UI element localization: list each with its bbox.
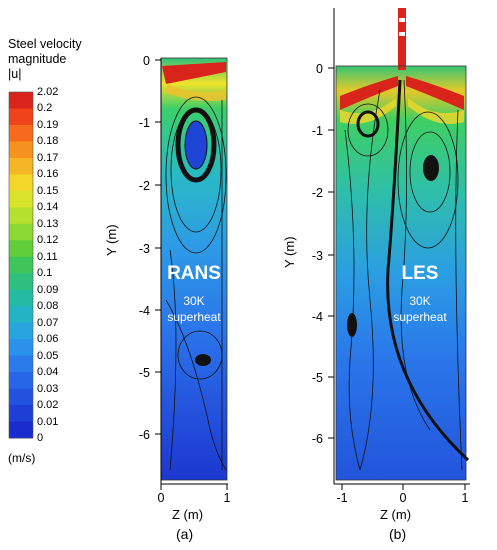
legend-tick-label: 0.1 (37, 267, 53, 280)
panel-b-y-tick-label: -2 (311, 186, 323, 200)
legend-title-line: |u| (8, 67, 22, 81)
panel-b-y-tick-label: -1 (311, 124, 323, 138)
legend-tick-label: 0.13 (37, 217, 59, 230)
legend-tick-label: 0.07 (37, 316, 59, 329)
legend-frame (8, 91, 34, 439)
panel-b-x-tick-label: 0 (399, 491, 407, 505)
panel-a-plot (160, 57, 228, 481)
panel-a-condition-line: 30K (183, 294, 205, 308)
legend-title-line: magnitude (8, 52, 67, 66)
legend-tick-label: 0.16 (37, 168, 59, 181)
panel-a-x-tick-label: 0 (157, 491, 165, 505)
panel-b-model-label: LES (401, 263, 439, 284)
panel-b-y-axis-label: Y (m) (282, 236, 297, 268)
panel-b-condition-line: 30K (409, 294, 431, 308)
panel-a-y-tick-label: -3 (138, 242, 150, 256)
panel-a-y-tick-label: -6 (138, 428, 150, 442)
panel-b-x-tick-label: 1 (461, 491, 469, 505)
legend-tick-label: 0.15 (37, 184, 59, 197)
legend-swatch (9, 289, 33, 307)
panel-b-y-tick-label: -4 (311, 310, 323, 324)
legend-swatch (9, 388, 33, 406)
legend-swatch (9, 322, 33, 340)
panel-a-condition: 30K superheat (155, 293, 233, 325)
panel-a-y-tick-label: -4 (138, 304, 150, 318)
panel-b-plot (335, 8, 470, 481)
legend-swatch (9, 240, 33, 258)
panel-a-upper-vortex (175, 107, 217, 183)
legend-color-bar (8, 91, 34, 439)
legend-tick-label: 0.08 (37, 300, 59, 313)
panel-a-top-jet (162, 62, 226, 84)
panel-a-y-axis-label: Y (m) (104, 224, 119, 256)
legend-title-line: Steel velocity (8, 37, 82, 51)
panel-b-nozzle (398, 8, 406, 70)
legend-tick-label: 0.01 (37, 415, 59, 428)
panel-b-y-tick-label: -3 (311, 249, 323, 263)
panel-b-caption: (b) (389, 526, 407, 542)
legend-swatch (9, 372, 33, 390)
legend-swatch (9, 141, 33, 159)
panel-a-x-axis-label: Z (m) (172, 507, 204, 522)
legend-swatch (9, 223, 33, 241)
legend-tick-label: 0.05 (37, 349, 59, 362)
legend-swatch (9, 421, 33, 439)
legend-tick-label: 0 (37, 432, 44, 444)
legend-swatch (9, 306, 33, 324)
legend-swatch (9, 256, 33, 274)
legend-swatch (9, 190, 33, 208)
panel-a-y-tick-label: -2 (138, 179, 150, 193)
legend-swatch (9, 92, 33, 109)
legend-swatch (9, 405, 33, 423)
panel-b-left-vortex (356, 110, 380, 138)
panel-b-field (336, 66, 466, 480)
legend-swatch (9, 157, 33, 175)
legend-tick-label: 0.02 (37, 399, 59, 412)
legend-swatch (9, 174, 33, 192)
panel-a-condition-line: superheat (167, 310, 221, 324)
panel-a-lower-vortex (195, 354, 211, 366)
panel-b-y-tick-label: 0 (316, 62, 323, 76)
legend-tick-label: 0.03 (37, 382, 59, 395)
panel-a-model-label: RANS (167, 263, 221, 284)
legend-tick-label: 0.09 (37, 283, 59, 296)
panel-a-x-tick-label: 1 (223, 491, 231, 505)
panel-a-axes (155, 58, 228, 490)
legend-tick-label: 0.2 (37, 102, 53, 115)
panel-b-y-tick-label: -5 (311, 371, 323, 385)
legend-swatch (9, 207, 33, 225)
legend-tick-label: 0.17 (37, 151, 59, 164)
legend-tick-label: 0.11 (37, 250, 58, 263)
panel-b-axes (328, 8, 470, 490)
legend-swatch (9, 355, 33, 373)
legend-tick-label: 0.19 (37, 118, 59, 131)
panel-a-caption: (a) (176, 526, 194, 542)
legend-swatch (9, 273, 33, 291)
panel-b-condition-line: superheat (393, 310, 447, 324)
panel-a-y-tick-label: -1 (138, 116, 150, 130)
panel-b-condition: 30K superheat (381, 293, 459, 325)
legend-tick-label: 2.02 (37, 86, 59, 98)
legend-tick-label: 0.12 (37, 234, 59, 247)
legend-swatch (9, 339, 33, 357)
panel-b-top-jet-left (340, 76, 398, 110)
legend-tick-label: 0.06 (37, 333, 59, 346)
panel-a-y-tick-label: 0 (143, 54, 150, 68)
legend-units: (m/s) (8, 451, 36, 465)
panel-b-top-jet-right (406, 76, 464, 110)
panel-b-right-vortex (423, 155, 439, 181)
legend-tick-label: 0.04 (37, 366, 59, 379)
legend-swatch (9, 124, 33, 142)
panel-a-y-tick-label: -5 (138, 366, 150, 380)
panel-b-y-tick-label: -6 (311, 432, 323, 446)
legend-swatch (9, 108, 33, 126)
legend-tick-label: 0.14 (37, 201, 59, 214)
panel-b-x-tick-label: -1 (336, 491, 348, 505)
panel-b-x-axis-label: Z (m) (380, 507, 412, 522)
legend-title: Steel velocity magnitude |u| (8, 37, 82, 82)
legend-tick-label: 0.18 (37, 135, 59, 148)
